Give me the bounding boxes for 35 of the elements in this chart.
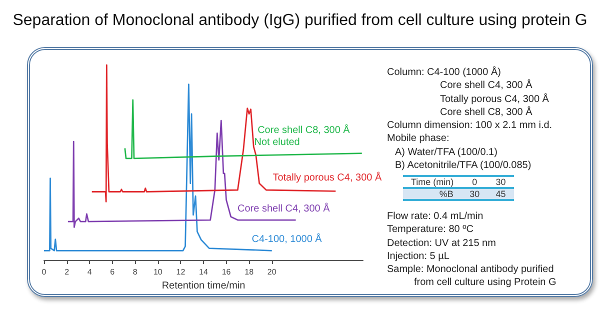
x-tick-label: 6 (110, 268, 116, 276)
x-tick-label: 2 (64, 268, 70, 276)
text: Column dimension: 100 x 2.1 mm i.d. (387, 119, 552, 132)
series-label: Core shell C8, 300 Å (258, 124, 350, 136)
x-tick-label: 16 (222, 268, 232, 276)
text: Core shell C8, 300 Å (439, 106, 534, 120)
x-tick-label: 10 (153, 268, 163, 276)
text: Column: C4-100 (1000 Å) (387, 66, 502, 80)
text: Detection: UV at 215 nm (387, 236, 497, 250)
x-tick-label: 12 (176, 268, 186, 276)
text: 0 (472, 177, 478, 187)
text: Sample: Monoclonal antibody purified (387, 263, 555, 276)
text: from cell culture using Protein G (413, 276, 556, 290)
text: B) Acetonitrile/TFA (100/0.085) (394, 159, 532, 172)
text: Mobile phase: (387, 132, 450, 146)
x-tick-label: 20 (267, 268, 277, 276)
text: A) Water/TFA (100/0.1) (394, 146, 498, 160)
text: Flow rate: 0.4 mL/min (387, 210, 484, 224)
text: Core shell C4, 300 Å (439, 79, 534, 93)
text: 30 (496, 177, 506, 187)
x-tick-label: 4 (87, 268, 92, 276)
text: Totally porous C4, 300 Å (439, 92, 550, 106)
x-tick-label: 0 (42, 268, 47, 276)
x-tick-label: 18 (244, 268, 254, 276)
x-tick-label: 8 (132, 268, 138, 276)
series-label: Core shell C4, 300 Å (238, 202, 330, 215)
series-label: C4-100, 1000 Å (252, 233, 322, 246)
series-label: Totally porous C4, 300 Å (272, 172, 382, 184)
chart-title: Separation of Monoclonal antibody (IgG) purified from cell culture using protein G (12, 12, 588, 30)
x-tick-label: 14 (199, 268, 208, 276)
x-axis-title: Retention time/min (162, 280, 246, 292)
text: Temperature: 80 ºC (387, 223, 474, 237)
text: Injection: 5 µL (387, 250, 450, 264)
annotation: Not eluted (254, 136, 300, 148)
category-label: Time (min) (411, 177, 454, 187)
